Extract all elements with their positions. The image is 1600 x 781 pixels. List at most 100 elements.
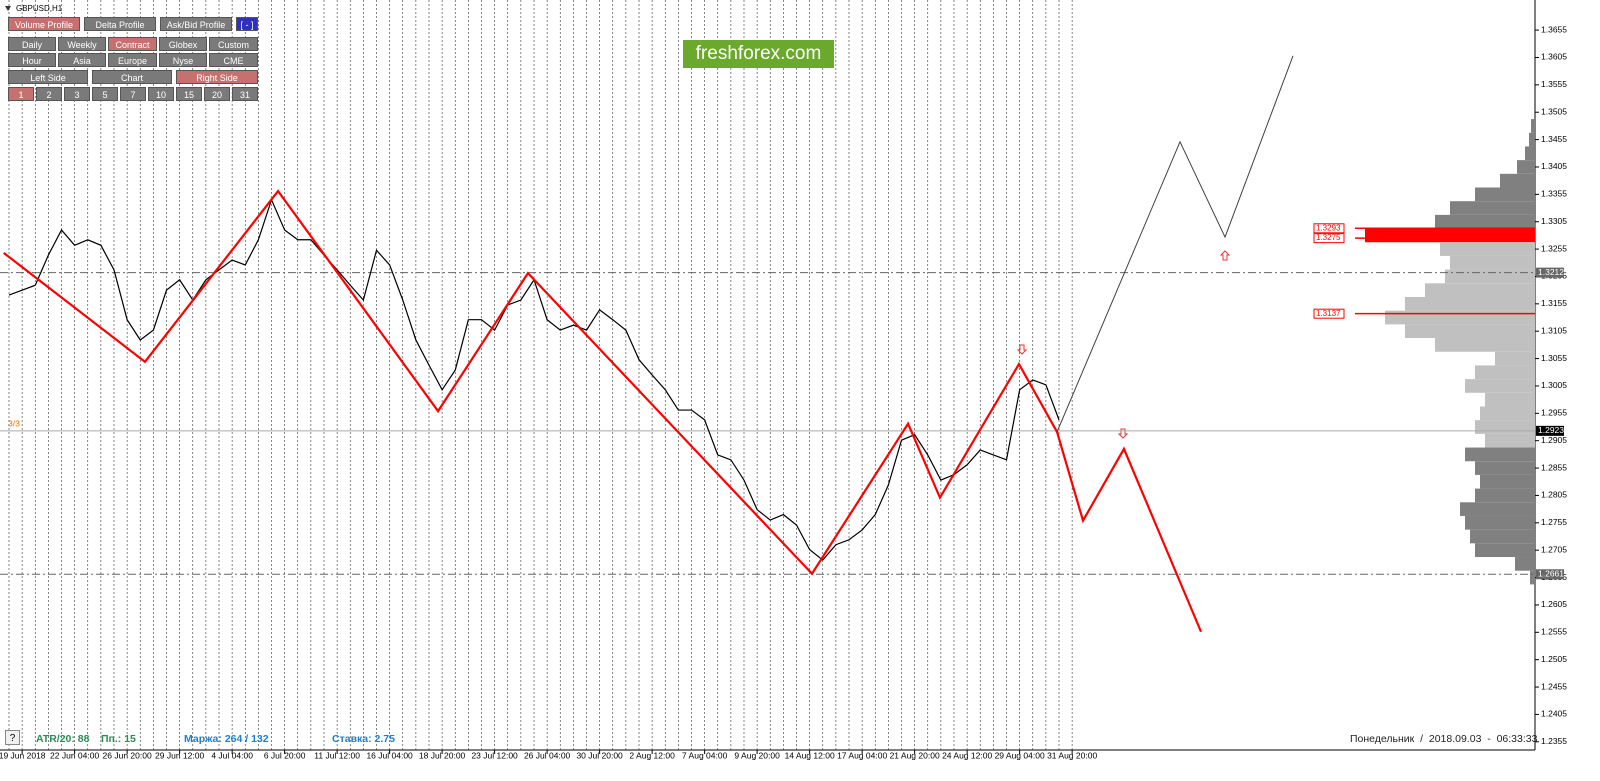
volume-profile-bar: [1435, 214, 1535, 229]
volume-profile-bar: [1425, 283, 1535, 297]
x-tick-label: 31 Aug 20:00: [1047, 750, 1097, 760]
x-tick-label: 26 Jul 04:00: [524, 750, 571, 760]
up-arrow: [1219, 250, 1231, 261]
help-button[interactable]: ?: [5, 730, 20, 745]
x-tick-label: 19 Jun 2018: [0, 750, 46, 760]
volume-profile-bar: [1475, 420, 1535, 434]
pp-status: Пп.: 15: [101, 733, 136, 745]
y-tick-label: 1.3505: [1541, 106, 1567, 116]
x-tick-label: 16 Jul 04:00: [366, 750, 413, 760]
rate-status: Ставка: 2.75: [332, 733, 395, 745]
x-tick-label: 24 Aug 12:00: [942, 750, 992, 760]
volume-profile-bar: [1500, 173, 1535, 188]
level-label: 1.3212: [1538, 267, 1564, 277]
volume-profile-bar: [1465, 379, 1535, 393]
profile-level-label: 1.3275: [1316, 233, 1341, 242]
profile-level-box: [1313, 233, 1345, 244]
left-marker: 3/3: [8, 418, 20, 428]
volume-profile-bar: [1405, 296, 1535, 311]
y-tick-label: 1.2705: [1541, 544, 1567, 554]
y-tick-label: 1.2855: [1541, 462, 1567, 472]
button[interactable]: 20: [204, 87, 230, 101]
x-tick-label: 2 Aug 12:00: [629, 750, 675, 760]
y-tick-label: 1.3305: [1541, 216, 1567, 226]
button[interactable]: 5: [92, 87, 118, 101]
profile-level-box: [1313, 223, 1345, 234]
volume-profile-bar: [1475, 365, 1535, 380]
button[interactable]: Chart: [92, 70, 172, 84]
volume-profile-bar: [1385, 310, 1535, 325]
button[interactable]: 31: [232, 87, 258, 101]
y-tick-label: 1.2905: [1541, 435, 1567, 445]
volume-profile-bar: [1475, 488, 1535, 503]
y-tick-label: 1.2455: [1541, 681, 1567, 691]
volume-profile-bar: [1435, 338, 1535, 352]
button[interactable]: 3: [64, 87, 90, 101]
button[interactable]: Asia: [58, 53, 106, 67]
last-price-box: [1536, 425, 1564, 436]
y-tick-label: 1.3655: [1541, 24, 1567, 34]
volume-profile-bar: [1480, 474, 1535, 489]
button[interactable]: 10: [148, 87, 174, 101]
button[interactable]: Left Side: [8, 70, 88, 84]
x-tick-label: 30 Jul 20:00: [576, 750, 623, 760]
profile-level-label: 1.3137: [1316, 309, 1341, 318]
button[interactable]: 1: [8, 87, 34, 101]
volume-profile-bar: [1525, 146, 1535, 161]
button[interactable]: Custom: [209, 37, 258, 51]
x-tick-label: 23 Jul 12:00: [471, 750, 518, 760]
margin-status: Маржа: 264 / 132: [184, 733, 269, 745]
profile-level-label: 1.3293: [1316, 223, 1341, 232]
button[interactable]: [ - ]: [236, 17, 258, 31]
datetime-status: Понедельник / 2018.09.03 - 06:33:33: [1350, 733, 1538, 745]
button[interactable]: 7: [120, 87, 146, 101]
button[interactable]: 15: [176, 87, 202, 101]
x-tick-label: 18 Jul 20:00: [419, 750, 466, 760]
button[interactable]: Hour: [8, 53, 56, 67]
symbol-icon: [5, 6, 11, 11]
y-tick-label: 1.2805: [1541, 490, 1567, 500]
volume-profile-bar: [1529, 132, 1535, 147]
volume-profile-bar: [1531, 119, 1535, 133]
forecast-line: [1056, 55, 1294, 433]
y-tick-label: 1.3005: [1541, 380, 1567, 390]
level-label-box: [1536, 569, 1564, 580]
y-tick-label: 1.2355: [1541, 736, 1567, 746]
y-tick-label: 1.3405: [1541, 161, 1567, 171]
volume-profile-bar: [1495, 351, 1535, 366]
button[interactable]: Daily: [8, 37, 56, 51]
button[interactable]: Weekly: [58, 37, 106, 51]
button[interactable]: Delta Profile: [84, 17, 156, 31]
x-tick-label: 4 Jul 04:00: [211, 750, 253, 760]
atr-status: ATR/20: 88: [36, 733, 90, 745]
volume-profile-bar: [1440, 242, 1535, 256]
button[interactable]: Nyse: [159, 53, 207, 67]
volume-profile-bar: [1465, 447, 1535, 462]
button[interactable]: Volume Profile: [8, 17, 80, 31]
y-tick-label: 1.2755: [1541, 517, 1567, 527]
y-tick-label: 1.3105: [1541, 325, 1567, 335]
volume-profile-bar: [1480, 406, 1535, 421]
watermark: freshforex.com: [683, 40, 834, 68]
button[interactable]: Globex: [159, 37, 207, 51]
y-tick-label: 1.3605: [1541, 52, 1567, 62]
button[interactable]: CME: [209, 53, 258, 67]
volume-profile-bar: [1365, 228, 1535, 243]
volume-profile-bar: [1445, 269, 1535, 284]
volume-profile-bar: [1450, 201, 1535, 215]
button[interactable]: Right Side: [176, 70, 258, 84]
volume-profile-bar: [1515, 557, 1535, 571]
x-tick-label: 6 Jul 20:00: [264, 750, 306, 760]
symbol: GBPUSD,H1: [16, 4, 63, 13]
button[interactable]: Contract: [108, 37, 157, 51]
x-tick-label: 7 Aug 04:00: [682, 750, 728, 760]
button[interactable]: 2: [36, 87, 62, 101]
volume-profile-bar: [1470, 529, 1535, 544]
button[interactable]: Ask/Bid Profile: [160, 17, 232, 31]
level-label: 1.2661: [1538, 569, 1564, 579]
button[interactable]: Europe: [108, 53, 157, 67]
x-tick-label: 29 Aug 04:00: [995, 750, 1045, 760]
down-arrow: [1117, 428, 1129, 439]
